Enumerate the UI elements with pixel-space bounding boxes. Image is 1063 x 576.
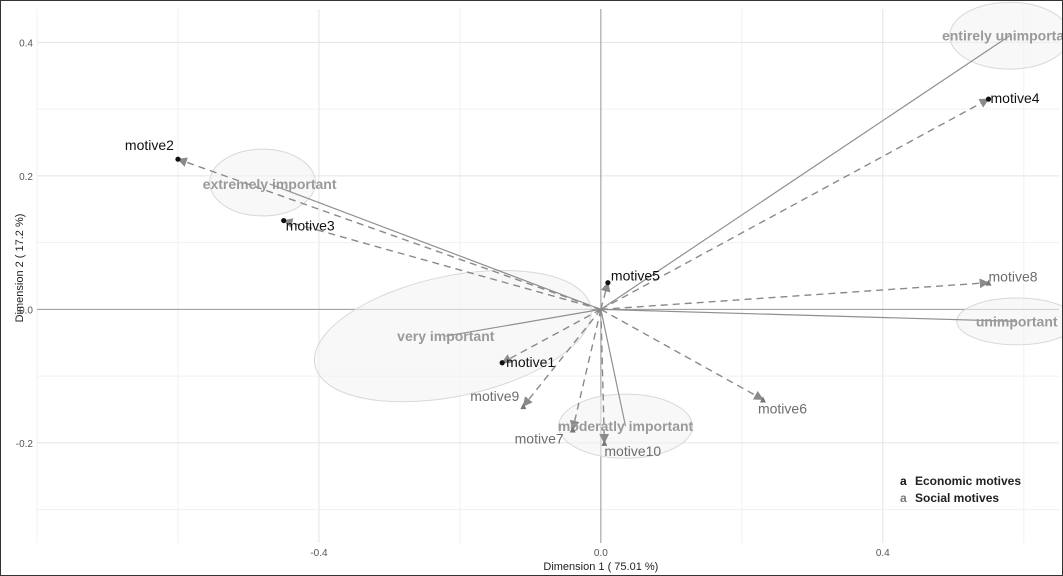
social-motive-label: motive8 [989,269,1038,285]
economic-motive-point [499,360,505,366]
motive-arrow [600,278,990,311]
social-motive-label: motive10 [604,443,661,459]
motive-arrow [177,157,602,311]
economic-motive-label: motive3 [286,218,335,234]
x-tick-label: -0.4 [310,548,328,559]
social-motive-label: motive6 [758,400,807,416]
category-label: extremely important [203,176,337,192]
motive-arrow [501,308,602,364]
motive-arrow [522,308,602,407]
motive-arrow [600,308,764,401]
motive-arrow [600,281,611,310]
economic-motive-label: motive1 [506,354,555,370]
category-arrow [600,308,1017,322]
economic-motive-point [175,156,181,162]
economic-motive-label: motive2 [125,137,174,153]
economic-motive-label: motive5 [611,268,660,284]
y-tick-label: 0.4 [19,38,33,49]
economic-motive-label: motive4 [991,90,1040,106]
social-motive-point [985,279,992,286]
legend-key: a [900,491,907,505]
social-motive-point [759,396,766,403]
y-axis-label: Dimension 2 ( 17.2 %) [14,214,26,323]
category-label: entirely unimportant [942,28,1062,44]
motive-arrow [599,309,610,444]
confidence-ellipse [313,269,592,403]
motive-arrow [282,218,602,311]
y-tick-label: -0.2 [16,439,34,450]
social-motive-point [601,439,608,446]
economic-motive-point [281,217,287,224]
category-arrow [600,35,1010,310]
confidence-ellipse [949,1,1062,70]
social-motive-point [569,426,576,433]
x-tick-label: 0.0 [594,548,608,559]
x-tick-label: 0.4 [876,548,890,559]
category-label: moderatly important [558,418,694,434]
motive-arrow [569,309,602,431]
y-tick-label: 0.2 [19,172,33,183]
x-axis-label: Dimension 1 ( 75.01 %) [543,561,658,573]
economic-motive-point [985,96,992,102]
legend-entry: Economic motives [915,474,1021,488]
category-arrow [600,309,627,427]
category-label: very important [397,328,495,344]
social-motive-label: motive9 [470,388,519,404]
economic-motive-point [605,280,611,286]
category-arrow [445,308,601,337]
legend-entry: Social motives [915,491,999,505]
social-motive-point [520,403,527,410]
category-arrow [269,183,602,310]
y-tick-label: 0.0 [19,305,33,316]
category-label: unimportant [976,313,1058,329]
social-motive-label: motive7 [515,431,564,447]
motive-arrow [600,98,990,310]
legend-key: a [900,474,907,488]
